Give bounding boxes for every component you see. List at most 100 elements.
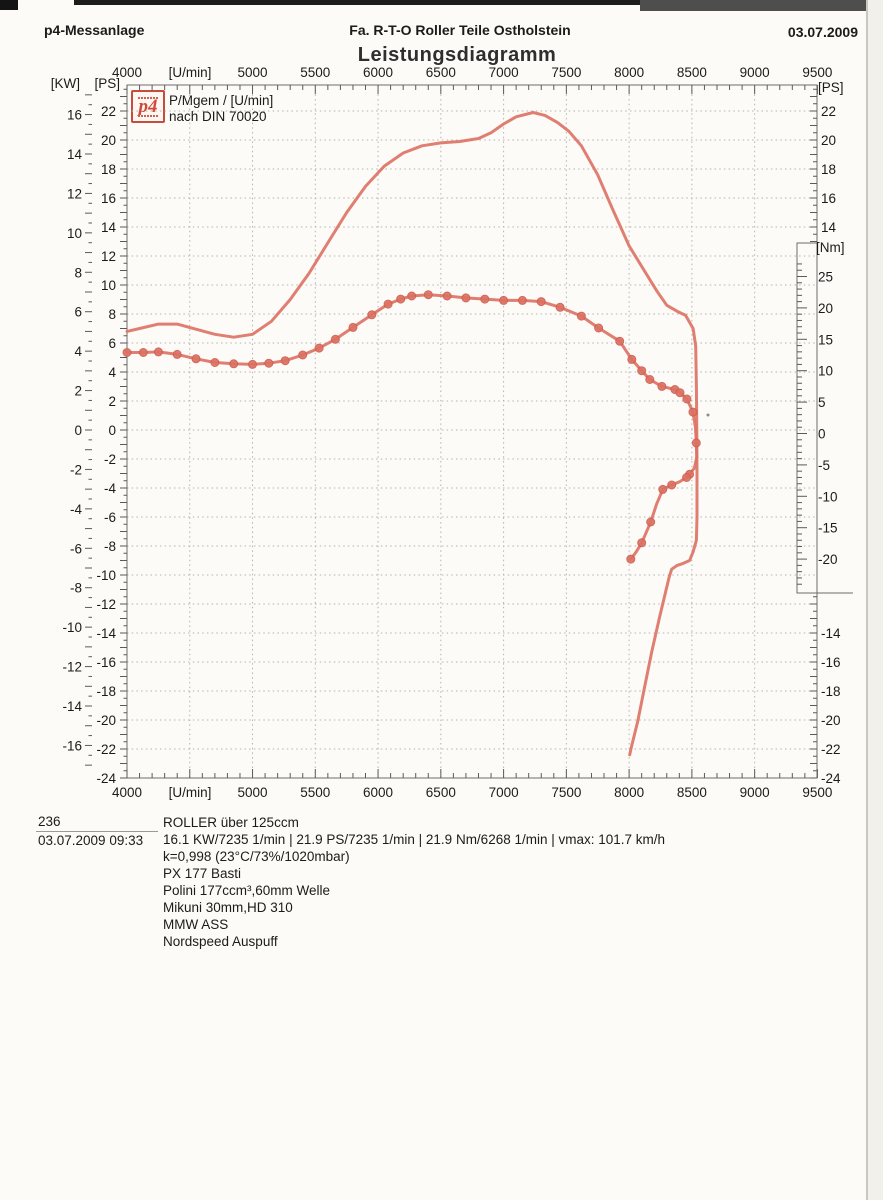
torque-marker — [264, 358, 274, 368]
scan-artifact — [640, 0, 871, 11]
torque-marker — [153, 347, 163, 357]
axis-label: 12 — [101, 249, 116, 264]
torque-marker — [248, 359, 257, 369]
torque-marker — [657, 381, 667, 391]
torque-marker — [615, 336, 625, 346]
axis-label: 16 — [67, 108, 82, 123]
spec-line: k=0,998 (23°C/73%/1020mbar) — [163, 849, 350, 864]
torque-marker — [396, 294, 406, 304]
axis-label: 9500 — [802, 785, 832, 800]
torque-marker — [517, 295, 527, 305]
axis-label: 18 — [101, 162, 116, 177]
axis-label: 10 — [67, 226, 82, 241]
torque-marker — [314, 343, 324, 353]
axis-label: 14 — [821, 220, 837, 235]
axis-label: 6500 — [426, 65, 456, 80]
axis-label: 15 — [818, 332, 833, 347]
axis-label: 8 — [108, 307, 116, 322]
axis-label: 6500 — [426, 785, 456, 800]
axis-label: 14 — [101, 220, 117, 235]
axis-label: 0 — [74, 423, 82, 438]
axis-label: 6000 — [363, 65, 393, 80]
plot-border — [126, 84, 818, 779]
axis-label: 0 — [108, 423, 116, 438]
axis-label: 7000 — [489, 65, 519, 80]
axis-label: 8000 — [614, 785, 644, 800]
torque-marker — [675, 388, 685, 398]
axis-label: 9000 — [740, 785, 770, 800]
spec-line: Polini 177ccm³,60mm Welle — [163, 883, 331, 898]
axis-label: 14 — [67, 147, 83, 162]
axis-label: -16 — [821, 655, 841, 670]
axis-label: -10 — [818, 489, 838, 504]
ps-labels-left: 2220181614121086420-2-4-6-8-10-12-14-16-… — [94, 76, 120, 786]
scan-artifact — [74, 0, 640, 5]
grid — [127, 85, 817, 779]
scan-artifact — [0, 0, 18, 10]
axis-label: 10 — [101, 278, 116, 293]
axis-label: -20 — [821, 713, 841, 728]
axis-label: 7500 — [551, 65, 581, 80]
run-number: 236 — [38, 814, 61, 829]
axis-label: -16 — [96, 655, 116, 670]
torque-marker — [594, 323, 604, 333]
axis-label: -24 — [96, 771, 116, 786]
torque-marker — [499, 295, 509, 305]
axis-label: -18 — [96, 684, 116, 699]
axis-label: 8000 — [614, 65, 644, 80]
axis-label: [Nm] — [816, 240, 845, 255]
torque-marker — [627, 354, 637, 364]
torque-marker — [682, 473, 692, 482]
axis-label: -5 — [818, 458, 830, 473]
axis-label: -2 — [70, 462, 82, 477]
axis-label: 6 — [74, 305, 82, 320]
ps-ruler-right — [810, 88, 817, 779]
axis-label: 20 — [101, 133, 116, 148]
torque-marker — [383, 299, 393, 309]
company-name: Fa. R-T-O Roller Teile Ostholstein — [349, 22, 571, 38]
torque-marker — [637, 538, 647, 548]
torque-marker — [423, 290, 433, 300]
torque-marker — [122, 348, 132, 357]
axis-label: -24 — [821, 771, 841, 786]
torque-marker — [407, 291, 417, 301]
spec-line: 16.1 KW/7235 1/min | 21.9 PS/7235 1/min … — [163, 832, 666, 847]
axis-label: -14 — [62, 699, 82, 714]
spec-line: MMW ASS — [163, 917, 229, 932]
kw-ruler — [85, 94, 92, 766]
axis-label: -10 — [62, 620, 82, 635]
axis-label: 12 — [67, 186, 82, 201]
torque-marker — [280, 356, 290, 366]
axis-label: 8500 — [677, 65, 707, 80]
torque-marker — [348, 322, 358, 332]
axis-label: 4 — [74, 344, 82, 359]
spec-line: Nordspeed Auspuff — [163, 934, 278, 949]
axis-label: -16 — [62, 738, 82, 753]
run-datetime: 03.07.2009 09:33 — [38, 833, 144, 848]
power-curve — [125, 111, 699, 757]
torque-marker — [298, 350, 308, 360]
torque-markers — [122, 290, 701, 564]
p4-logo: p4 — [131, 90, 165, 123]
axis-label: 2 — [108, 394, 116, 409]
axis-label: -22 — [821, 742, 841, 757]
axis-label: -15 — [818, 521, 838, 536]
torque-marker — [646, 517, 656, 527]
axis-label: -20 — [818, 552, 838, 567]
axis-label: 7500 — [551, 785, 581, 800]
axis-label: -8 — [104, 539, 116, 554]
torque-marker — [480, 294, 490, 304]
axis-label: 9000 — [740, 65, 770, 80]
axis-label: 16 — [101, 191, 116, 206]
axis-label: 4 — [108, 365, 116, 380]
axis-label: 22 — [101, 104, 116, 119]
axis-label: -22 — [96, 742, 116, 757]
torque-marker — [645, 375, 655, 384]
axis-label: 25 — [818, 270, 833, 285]
logo-text: p4 — [138, 95, 158, 117]
torque-marker — [210, 358, 220, 367]
page-title: Leistungsdiagramm — [357, 44, 557, 66]
nm-axis: 25 20 15 10 5 0 -5 -10 -15 -20 [Nm] — [796, 240, 853, 594]
axis-label: 8 — [74, 265, 82, 280]
